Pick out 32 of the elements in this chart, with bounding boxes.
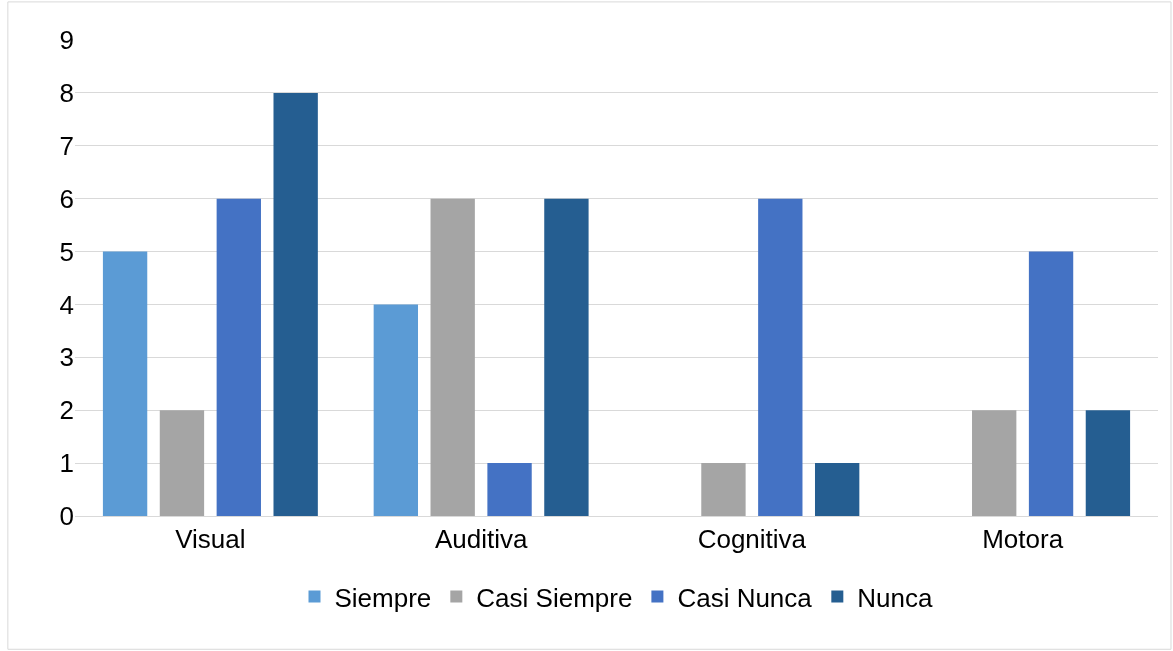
- bar: [758, 198, 803, 516]
- bar: [102, 251, 148, 516]
- y-tick-label: 0: [59, 501, 74, 532]
- y-tick-label: 3: [59, 342, 74, 373]
- legend-label: Casi Siempre: [476, 582, 633, 613]
- legend-label: Nunca: [857, 582, 934, 613]
- y-tick-label: 4: [59, 289, 74, 320]
- y-tick-label: 8: [59, 77, 74, 108]
- y-tick-label: 9: [59, 25, 74, 56]
- y-tick-label: 7: [59, 130, 74, 161]
- bar: [1085, 410, 1131, 516]
- bar: [430, 198, 475, 516]
- y-tick-label: 5: [59, 236, 74, 267]
- bar: [273, 92, 318, 516]
- legend-label: Siempre: [334, 582, 432, 613]
- bar: [487, 463, 532, 516]
- bar: [814, 463, 860, 516]
- y-tick-label: 2: [59, 395, 74, 426]
- bar: [972, 410, 1017, 516]
- bar: [1028, 251, 1074, 516]
- x-tick-label: Auditiva: [434, 524, 528, 555]
- bar: [701, 463, 746, 516]
- x-tick-label: Motora: [982, 524, 1064, 555]
- bar: [159, 410, 205, 516]
- bar: [373, 304, 419, 516]
- bar: [544, 198, 589, 516]
- x-tick-label: Visual: [175, 524, 246, 555]
- y-tick-label: 6: [59, 183, 74, 214]
- x-tick-label: Cognitiva: [697, 524, 807, 555]
- bar: [216, 198, 261, 516]
- legend-label: Casi Nunca: [677, 582, 813, 613]
- y-tick-label: 1: [59, 448, 74, 479]
